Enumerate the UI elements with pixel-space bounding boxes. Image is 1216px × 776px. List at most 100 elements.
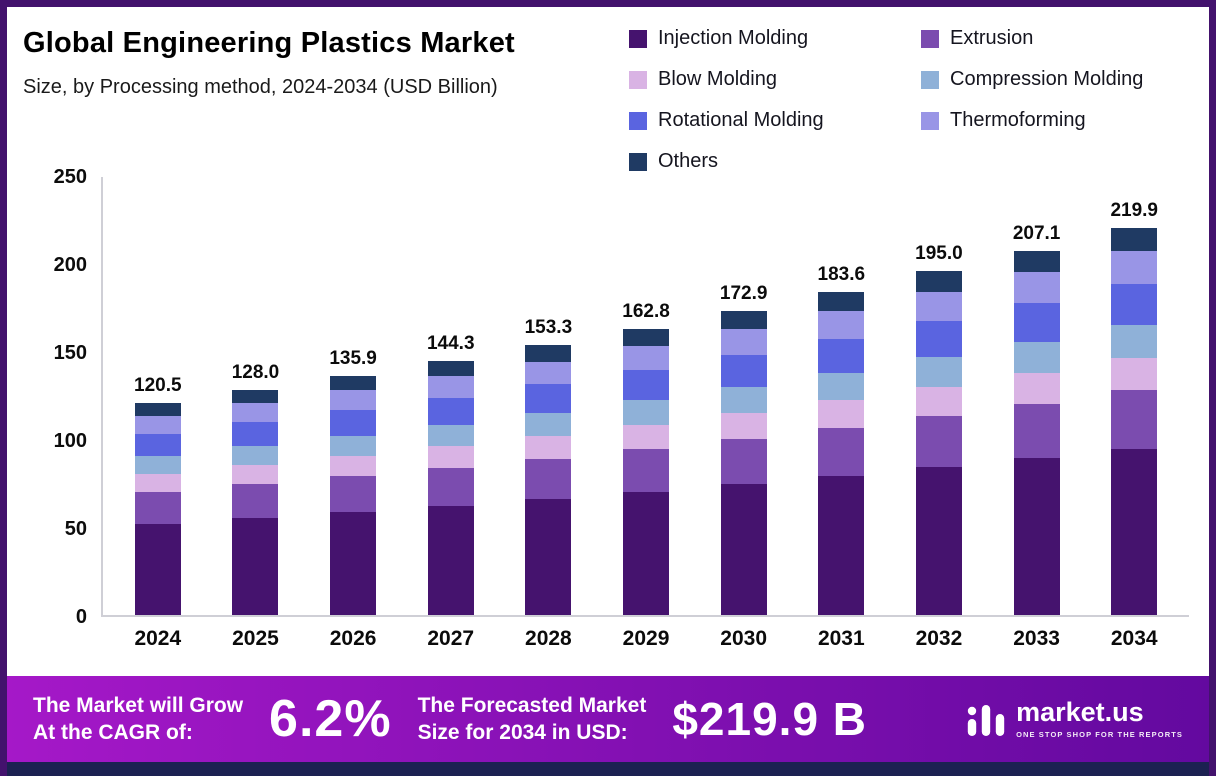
bar-segment-injection-molding [232,518,279,615]
bar-segment-compression-molding [818,372,865,401]
bar-segment-thermoforming [427,376,474,398]
bar-segment-rotational-molding [915,321,962,358]
bar-stack [134,402,181,615]
bar-segment-blow-molding [623,424,670,449]
y-tick-50: 50 [64,518,87,540]
legend-label: Injection Molding [658,27,809,49]
bar-stack [818,291,865,615]
bar-2034: 219.9 [1085,177,1183,615]
bar-segment-injection-molding [915,467,962,615]
bar-segment-others [915,271,962,293]
bar-segment-rotational-molding [427,397,474,425]
legend-item-others: Others [629,150,921,173]
bar-segment-compression-molding [1111,324,1158,358]
bar-2033: 207.1 [988,177,1086,615]
bar-total-label: 207.1 [1012,222,1061,244]
bar-segment-blow-molding [818,400,865,428]
bar-total-label: 135.9 [329,347,377,369]
legend-item-thermoforming: Thermoforming [921,109,1189,132]
bar-segment-injection-molding [720,484,767,615]
bar-total-label: 172.9 [719,282,768,304]
y-tick-150: 150 [53,342,87,364]
bar-total-label: 219.9 [1110,199,1158,221]
legend-label: Blow Molding [658,68,777,90]
bar-segment-rotational-molding [818,338,865,373]
bar-segment-rotational-molding [330,410,377,436]
x-label-2027: 2027 [427,627,475,650]
bar-2030: 172.9 [695,177,793,615]
bar-segment-compression-molding [720,386,767,413]
bar-segment-extrusion [1111,390,1158,449]
bar-segment-rotational-molding [134,433,181,456]
bar-segment-blow-molding [134,473,181,492]
legend-swatch [921,111,939,130]
bar-segment-rotational-molding [232,422,279,447]
x-label-2029: 2029 [622,627,670,650]
bar-segment-extrusion [330,476,377,513]
bar-segment-blow-molding [720,412,767,439]
bar-segment-extrusion [232,484,279,519]
bar-total-label: 128.0 [231,361,280,383]
x-label-2024: 2024 [134,627,182,650]
x-label-2031: 2031 [817,627,865,650]
legend-item-injection-molding: Injection Molding [629,27,921,50]
logo-tagline: ONE STOP SHOP FOR THE REPORTS [1016,730,1183,739]
y-tick-250: 250 [53,166,87,188]
bar-segment-blow-molding [915,386,962,416]
y-tick-0: 0 [75,606,87,628]
bar-segment-extrusion [623,448,670,492]
legend-label: Compression Molding [950,68,1144,90]
y-tick-200: 200 [53,254,87,276]
y-tick-100: 100 [53,430,87,452]
bar-segment-thermoforming [232,403,279,423]
bar-segment-blow-molding [330,455,377,477]
bar-total-label: 144.3 [426,333,475,355]
legend-label: Extrusion [950,27,1034,49]
bar-segment-compression-molding [623,400,670,425]
bar-segment-thermoforming [134,415,181,434]
bar-segment-extrusion [720,438,767,485]
bar-total-label: 195.0 [915,243,963,265]
bar-segment-others [525,345,572,362]
legend: Injection Molding Extrusion Blow Molding Co… [629,23,1189,173]
bar-segment-compression-molding [330,435,377,456]
legend-label: Rotational Molding [658,109,824,131]
stacked-bar-chart: 0 50 100 150 200 250 120.5 128.0 135.9 144.3 153.… [23,166,1189,628]
bar-segment-injection-molding [818,476,865,615]
chart-titles: Global Engineering Plastics Market Size,… [23,23,515,99]
bar-segment-injection-molding [1111,448,1158,615]
legend-swatch [629,111,647,130]
bar-2031: 183.6 [792,177,890,615]
legend-swatch [921,29,939,48]
legend-swatch [921,70,939,89]
bar-2027: 144.3 [402,177,500,615]
cagr-label: The Market will Grow At the CAGR of: [33,693,244,744]
bar-2025: 128.0 [207,177,305,615]
bar-segment-injection-molding [330,512,377,615]
bar-stack [915,271,962,615]
x-label-2026: 2026 [329,627,377,650]
bar-segment-compression-molding [427,424,474,447]
chart-card: Global Engineering Plastics Market Size,… [7,7,1209,676]
bar-segment-rotational-molding [623,370,670,401]
bar-segment-extrusion [134,491,181,524]
bar-segment-thermoforming [525,361,572,385]
x-labels: 2024 2025 2026 2027 2028 2029 2030 2031 2032 2033… [103,627,1189,651]
bar-segment-compression-molding [525,412,572,436]
plot-area: 120.5 128.0 135.9 144.3 153.3 162.8 172.9 183.6… [101,177,1189,617]
logo-name: market.us [1016,697,1144,727]
bottom-strip [7,762,1209,776]
chart-title: Global Engineering Plastics Market [23,27,515,59]
x-label-2032: 2032 [915,627,963,650]
bar-segment-rotational-molding [525,384,572,413]
bar-segment-extrusion [915,415,962,468]
bar-2029: 162.8 [597,177,695,615]
bar-segment-extrusion [427,467,474,506]
x-axis: 2024 2025 2026 2027 2028 2029 2030 2031 2032 2033… [23,627,1189,651]
bar-segment-injection-molding [427,505,474,615]
bar-segment-others [720,310,767,329]
bar-segment-rotational-molding [1111,283,1158,325]
bar-2032: 195.0 [890,177,988,615]
bar-segment-others [623,328,670,346]
